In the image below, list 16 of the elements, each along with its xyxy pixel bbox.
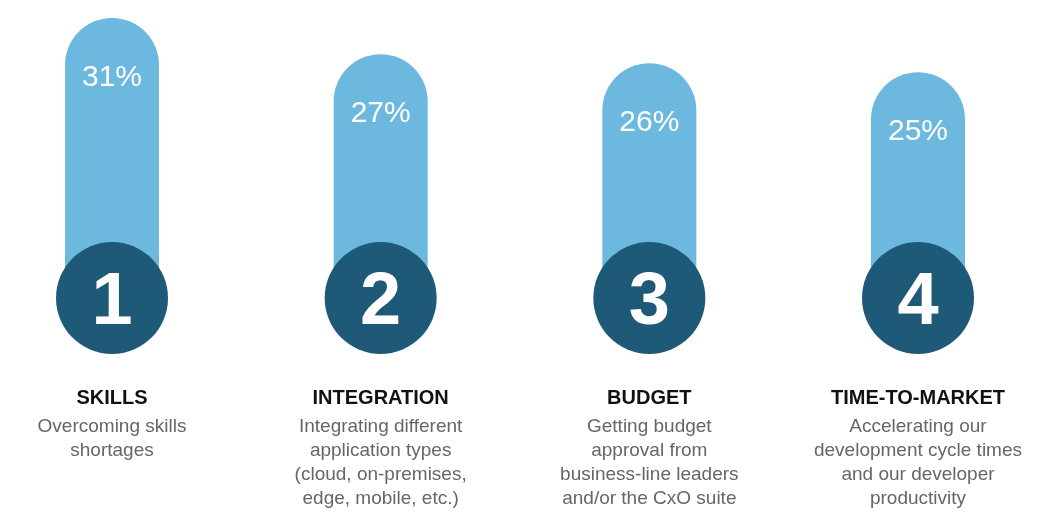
data-label: 27% xyxy=(350,95,411,129)
text: Accelerating our development cycle times and our developer productivity xyxy=(813,415,1023,508)
annotation: 4 xyxy=(897,257,939,340)
annotation: 2 xyxy=(360,257,402,340)
x-tick-label: SKILLS xyxy=(76,386,148,408)
data-label: 26% xyxy=(619,104,680,138)
data-label: 31% xyxy=(81,59,143,92)
x-tick-label: INTEGRATION xyxy=(312,386,449,408)
annotation: 1 xyxy=(91,257,133,340)
text: Overcoming skills shortages xyxy=(37,415,187,460)
text: Integrating different application types (cloud, on-premises, edge, mobile, etc.) xyxy=(294,415,467,508)
data-label: 25% xyxy=(887,113,949,147)
x-tick-label: TIME-TO-MARKET xyxy=(830,386,1006,408)
annotation: 3 xyxy=(628,257,670,340)
text: Getting budget approval from business-line leaders and/or the CxO suite xyxy=(560,415,739,508)
x-tick-label: BUDGET xyxy=(607,386,692,408)
